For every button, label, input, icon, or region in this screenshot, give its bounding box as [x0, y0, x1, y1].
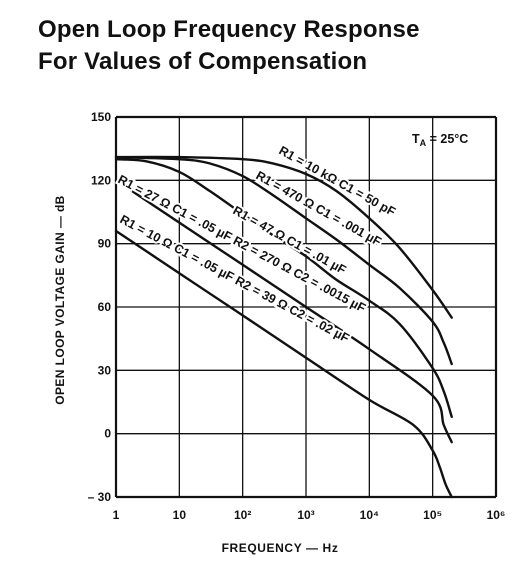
y-tick-label: 150	[91, 110, 111, 124]
chart-title: Open Loop Frequency Response For Values …	[38, 14, 420, 78]
series-line-3	[114, 158, 453, 418]
series-line-4	[114, 179, 453, 444]
x-tick-label: 1	[113, 508, 120, 522]
chart-title-line-1: Open Loop Frequency Response	[38, 16, 420, 43]
y-tick-label: 120	[91, 173, 111, 187]
x-tick-label: 10³	[297, 508, 314, 522]
temperature-annotation: TA = 25°C	[412, 132, 468, 148]
y-tick-label: – 30	[88, 490, 112, 504]
y-axis-label: OPEN LOOP VOLTAGE GAIN — dB	[53, 195, 67, 404]
chart-subtitle: For Values of Compensation	[38, 48, 368, 75]
series-label-1: R1 = 10 kΩ C1 = 50 pF	[277, 143, 399, 219]
series-line-5	[114, 229, 453, 499]
x-tick-label: 10⁵	[423, 508, 442, 522]
x-tick-label: 10	[173, 508, 187, 522]
y-tick-label: 0	[104, 427, 111, 441]
series-line-2	[114, 155, 453, 366]
x-axis-label: FREQUENCY — Hz	[222, 541, 339, 555]
x-tick-label: 10⁴	[360, 508, 379, 522]
x-tick-label: 10²	[234, 508, 251, 522]
series-lines	[114, 155, 453, 499]
y-tick-label: 30	[98, 363, 112, 377]
x-tick-label: 10⁶	[487, 508, 506, 522]
y-tick-label: 60	[98, 300, 112, 314]
svg-text:TA = 25°C: TA = 25°C	[412, 132, 468, 148]
tick-labels: 1 10 10² 10³ 10⁴ 10⁵ 10⁶ – 30 0 30 60 90 120 150	[88, 110, 506, 522]
y-tick-label: 90	[98, 237, 112, 251]
series-line-1	[114, 155, 453, 319]
